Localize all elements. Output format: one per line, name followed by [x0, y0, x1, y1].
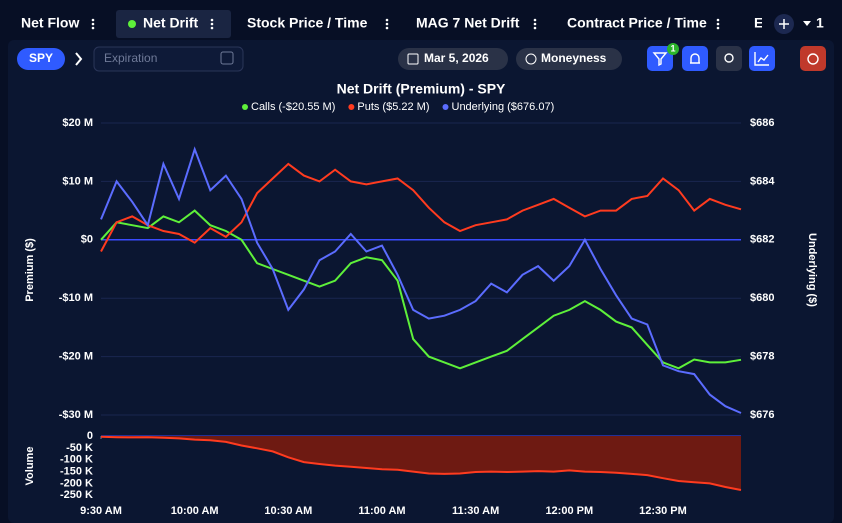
legend-marker: [242, 104, 248, 110]
filter-count: 1: [670, 43, 675, 53]
y-tick-label: -200 K: [60, 477, 93, 489]
y-tick-label: -50 K: [66, 442, 93, 454]
y-tick-label: -$10 M: [59, 292, 93, 304]
tab-count: 1: [816, 15, 824, 31]
y-tick-label: -$30 M: [59, 409, 93, 421]
area: [101, 436, 741, 490]
tab[interactable]: MAG 7 Net Drift: [416, 15, 520, 31]
moneyness-button[interactable]: [516, 48, 622, 70]
filter-button[interactable]: [647, 46, 673, 71]
chart-icon: [754, 52, 769, 66]
line: [100, 209, 742, 370]
symbol-button[interactable]: [17, 48, 65, 70]
theme-button[interactable]: [716, 46, 742, 71]
line: [100, 162, 742, 252]
y2-tick-label: $684: [750, 175, 775, 187]
x-tick-label: 12:00 PM: [545, 505, 593, 517]
x-tick-label: 11:30 AM: [452, 505, 499, 517]
active-tab-bg: [116, 10, 231, 38]
tab[interactable]: Contract Price / Time: [567, 15, 707, 31]
filter-badge: [667, 43, 679, 55]
reset-button[interactable]: [800, 46, 826, 71]
y-tick-label: $10 M: [62, 175, 93, 187]
moneyness: Moneyness: [541, 51, 607, 65]
y-tick-label: -100 K: [60, 454, 93, 466]
volume-axis-title: Volume: [24, 447, 36, 486]
legend-marker: [348, 104, 355, 110]
y-tick-label: -150 K: [60, 465, 93, 477]
symbol: SPY: [29, 51, 53, 65]
tab-menus: [91, 18, 720, 30]
x-tick-label: 12:30 PM: [639, 505, 687, 517]
y-axis-title: Premium ($): [24, 238, 36, 302]
y2-tick-label: $676: [750, 409, 774, 421]
sun-icon: [724, 53, 734, 63]
alerts-button[interactable]: [682, 46, 708, 71]
reset-icon: [807, 53, 819, 65]
x-tick-label: 10:00 AM: [171, 505, 219, 517]
plus-icon: [779, 19, 789, 29]
card: [8, 40, 834, 523]
bell-icon: [690, 53, 700, 64]
legend-label: Underlying ($676.07): [452, 101, 555, 113]
moneyness-icon: [525, 53, 537, 65]
y2-axis-title: Underlying ($): [806, 233, 818, 307]
legend-label: Puts ($5.22 M): [357, 101, 429, 113]
x-tick-label: 11:00 AM: [358, 505, 405, 517]
y-tick-label: 0: [87, 430, 93, 442]
area-line: [100, 435, 742, 491]
y-tick-label: $0: [81, 234, 93, 246]
legend-marker: [442, 104, 449, 110]
tab-dot: [128, 20, 136, 28]
y-tick-label: $20 M: [62, 117, 93, 129]
chevron[interactable]: [75, 52, 83, 66]
chart-title: Net Drift (Premium) - SPY: [337, 81, 506, 97]
tab[interactable]: Net Drift: [143, 15, 199, 31]
tab[interactable]: Net Flow: [21, 15, 79, 31]
tab[interactable]: E: [754, 15, 763, 31]
calendar-icon: [407, 53, 419, 65]
x-tick-label: 10:30 AM: [264, 505, 312, 517]
legend-label: Calls (-$20.55 M): [251, 101, 335, 113]
date-button[interactable]: [398, 48, 508, 70]
expiration-input[interactable]: [93, 46, 244, 72]
line: [100, 146, 742, 414]
y2-tick-label: $680: [750, 292, 774, 304]
y2-tick-label: $682: [750, 234, 774, 246]
y-tick-label: -250 K: [60, 489, 93, 501]
y-tick-label: -$20 M: [59, 351, 93, 363]
y2-tick-label: $678: [750, 351, 774, 363]
expiration-placeholder: Expiration: [104, 51, 157, 65]
filter-icon: [652, 52, 668, 67]
calendar-icon: [220, 51, 234, 65]
date: Mar 5, 2026: [424, 51, 489, 65]
y2-tick-label: $686: [750, 117, 774, 129]
tab[interactable]: Stock Price / Time: [247, 15, 368, 31]
dropdown-icon[interactable]: [803, 21, 811, 26]
x-tick-label: 9:30 AM: [80, 505, 122, 517]
